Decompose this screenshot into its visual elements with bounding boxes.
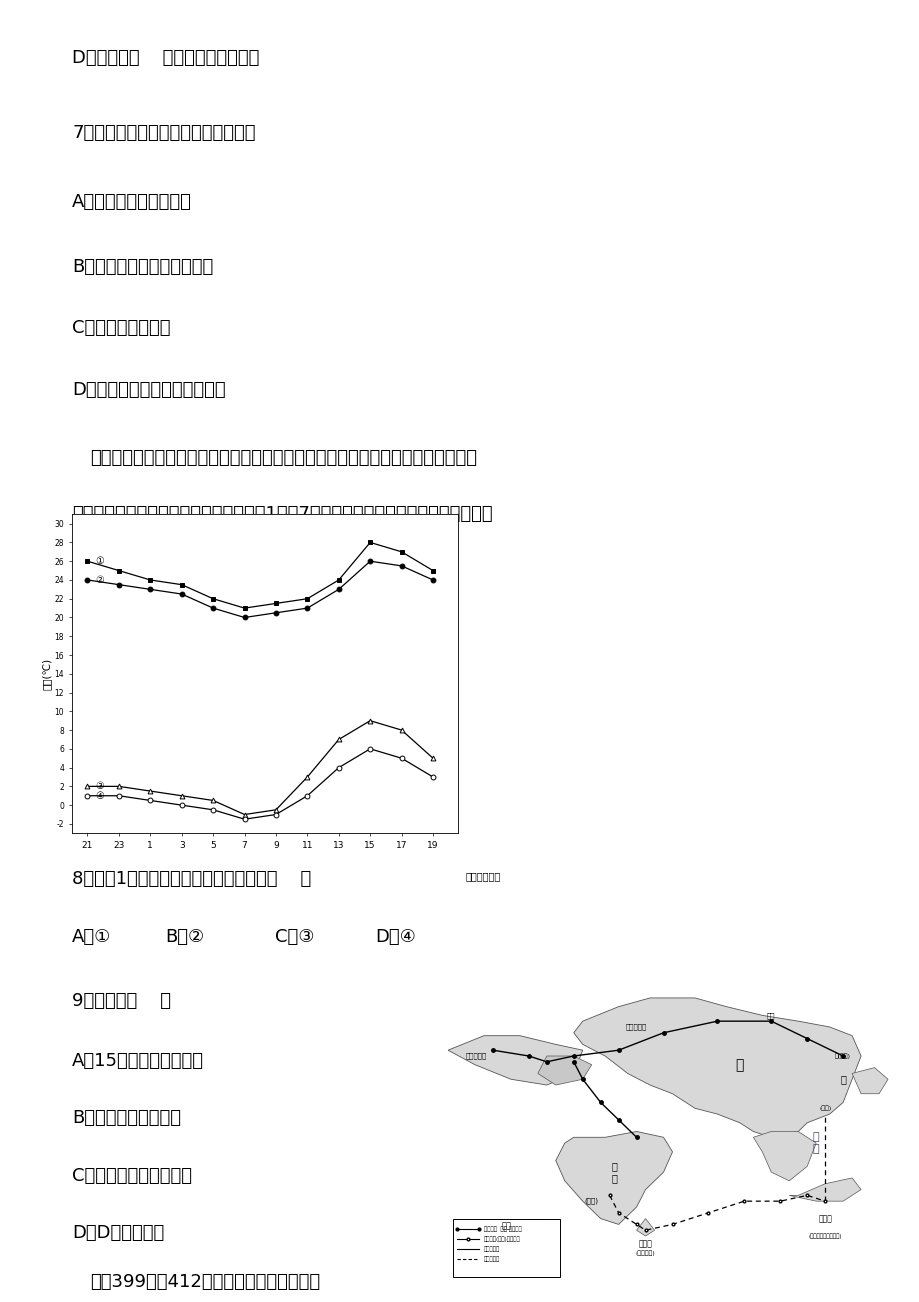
Text: 天
竺: 天 竺 [610,1161,617,1184]
Text: 南
海: 南 海 [812,1133,819,1154]
FancyBboxPatch shape [452,1219,560,1277]
Text: 图例: 图例 [501,1221,511,1230]
Text: B．内部温差比外部小: B．内部温差比外部小 [72,1109,181,1128]
Text: (广州): (广州) [818,1105,831,1111]
Text: B．②: B．② [165,928,204,947]
Text: D．④: D．④ [375,928,415,947]
Text: ①: ① [96,556,104,566]
Text: C．过度引河水灰溉: C．过度引河水灰溉 [72,319,170,337]
Text: 印度洋: 印度洋 [528,1220,547,1229]
Text: （北京时间）: （北京时间） [465,871,501,881]
Text: ②: ② [96,575,104,585]
Polygon shape [636,1219,653,1236]
Text: 海上交通线: 海上交通线 [483,1256,500,1262]
Text: 8．表示1月隙道外气温日变化的曲线是（    ）: 8．表示1月隙道外气温日变化的曲线是（ ） [72,870,311,888]
Text: 中: 中 [735,1057,743,1072]
Polygon shape [448,1035,582,1085]
Polygon shape [538,1056,591,1085]
Text: ④: ④ [96,790,104,801]
Text: (印度): (印度) [584,1198,598,1204]
Text: 国: 国 [839,1074,845,1085]
Text: 9．此隙道（    ）: 9．此隙道（ ） [72,992,171,1010]
Text: 趣小组记录的学校周边一隙道内部和外部1月和7月平均温度日变化。据完成下面小题。: 趣小组记录的学校周边一隙道内部和外部1月和7月平均温度日变化。据完成下面小题。 [72,505,492,523]
Polygon shape [573,997,860,1138]
Text: 师子国: 师子国 [638,1240,652,1247]
Text: 帕米尔高原: 帕米尔高原 [466,1053,487,1060]
Polygon shape [851,1068,887,1094]
Text: 随着我国交通建筑技术的进步，隙道的修建日趋普遍，下图示意我国某中学地理兴: 随着我国交通建筑技术的进步，隙道的修建日趋普遍，下图示意我国某中学地理兴 [90,449,476,467]
Text: 耶婆提: 耶婆提 [817,1213,831,1223]
Text: D．D．比较闷热: D．D．比较闷热 [72,1224,165,1242]
Polygon shape [555,1131,672,1224]
Text: A．气候变暖，蕉发旺盛: A．气候变暖，蕉发旺盛 [72,193,192,211]
Text: D．东淡西咏    西部湖水蕉发更旺盛: D．东淡西咏 西部湖水蕉发更旺盛 [72,49,259,68]
Text: (印度尼西亚，盒山岛): (印度尼西亚，盒山岛) [808,1233,841,1238]
Text: 敎煌: 敎煌 [766,1012,775,1018]
Text: B．人口增加，社会经济发展: B．人口增加，社会经济发展 [72,258,213,276]
Text: 间(长安): 间(长安) [834,1053,850,1059]
Text: ③: ③ [96,781,104,792]
Y-axis label: 气温(℃): 气温(℃) [41,658,51,690]
Text: A．①: A．① [72,928,111,947]
Polygon shape [789,1178,860,1202]
Polygon shape [753,1131,815,1181]
Text: 主要城镇(春秋)现代地名: 主要城镇(春秋)现代地名 [483,1236,520,1242]
Text: 公元399年～412年，僧人法显西行求法，: 公元399年～412年，僧人法显西行求法， [90,1273,320,1292]
Text: C．午夜内外的温差最小: C．午夜内外的温差最小 [72,1167,192,1185]
Text: 陆路交通线: 陆路交通线 [483,1246,500,1253]
Text: 7．巴尔喀什湖水量减少的根本原因是: 7．巴尔喀什湖水量减少的根本原因是 [72,124,255,142]
Text: C．③: C．③ [275,928,314,947]
Text: 起始城市  长安 古代地名: 起始城市 长安 古代地名 [483,1226,521,1232]
Text: 塔里木盆地: 塔里木盆地 [625,1023,647,1030]
Text: (斯里兰卡): (斯里兰卡) [635,1250,654,1256]
Text: A．15时太阳辐射量最大: A．15时太阳辐射量最大 [72,1052,204,1070]
Text: D．城市建设导致下溲水量减少: D．城市建设导致下溲水量减少 [72,381,225,400]
